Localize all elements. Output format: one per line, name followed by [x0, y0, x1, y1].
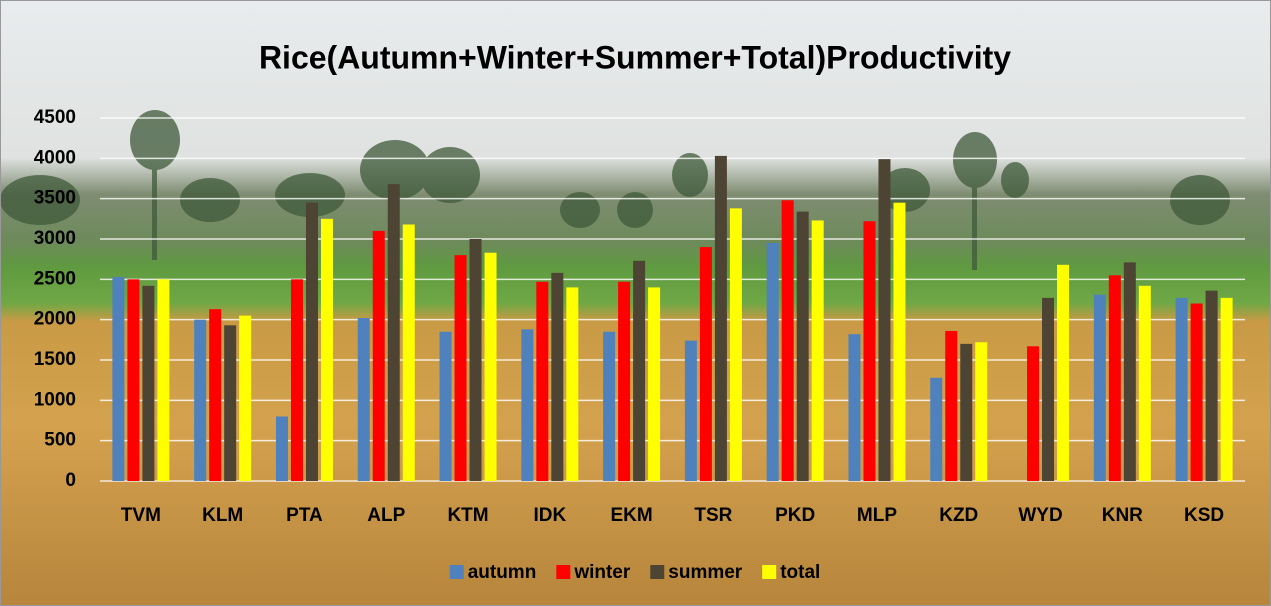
y-tick-label: 1000	[34, 389, 76, 410]
bar	[275, 416, 288, 481]
bar	[1042, 297, 1055, 481]
bar	[469, 239, 482, 481]
y-tick-label: 4000	[34, 147, 76, 168]
bar	[402, 224, 415, 482]
bar	[684, 340, 697, 481]
bar	[127, 279, 140, 481]
bar	[320, 218, 333, 482]
tree-silhouettes	[0, 110, 1230, 270]
x-tick-label: MLP	[857, 505, 897, 526]
bar	[930, 377, 943, 481]
x-tick-label: KTM	[447, 505, 488, 526]
legend-label: autumn	[468, 562, 537, 583]
bar	[603, 331, 616, 481]
bar	[863, 221, 876, 481]
x-tick-label: KLM	[202, 505, 243, 526]
bar	[536, 281, 549, 481]
bar	[1138, 285, 1151, 481]
y-tick-label: 2500	[34, 268, 76, 289]
x-tick-label: TSR	[694, 505, 732, 526]
bar	[960, 343, 973, 481]
bar	[811, 220, 824, 482]
legend-label: winter	[573, 562, 631, 583]
bar	[1175, 297, 1188, 481]
y-tick-label: 0	[65, 470, 76, 491]
legend-swatch	[449, 565, 464, 579]
y-tick-label: 1500	[34, 349, 76, 370]
bar	[521, 329, 534, 481]
bar	[729, 208, 742, 481]
y-tick-label: 3000	[34, 228, 76, 249]
bar	[387, 184, 400, 481]
bar	[796, 211, 809, 481]
bar	[618, 281, 631, 481]
legend-label: total	[780, 562, 820, 583]
bar	[239, 315, 252, 481]
y-tick-label: 3500	[34, 188, 76, 209]
y-tick-label: 2000	[34, 309, 76, 330]
x-tick-label: WYD	[1018, 505, 1062, 526]
bar	[699, 247, 712, 481]
bar	[945, 330, 958, 481]
bar	[484, 252, 497, 481]
legend-label: summer	[668, 562, 743, 583]
bar	[1220, 297, 1233, 481]
bar	[1190, 303, 1203, 481]
x-tick-label: KNR	[1102, 505, 1143, 526]
bar	[551, 272, 564, 481]
bar	[209, 309, 222, 481]
x-tick-label: KZD	[939, 505, 978, 526]
bar	[1123, 262, 1136, 481]
chart-title: Rice(Autumn+Winter+Summer+Total)Producti…	[259, 39, 1011, 75]
bar	[1108, 275, 1121, 481]
legend-swatch	[762, 565, 777, 579]
bar	[893, 202, 906, 481]
bar	[142, 285, 155, 481]
bar	[112, 276, 125, 481]
bar	[848, 334, 861, 481]
bar	[781, 200, 794, 481]
x-tick-label: PTA	[286, 505, 323, 526]
x-tick-label: EKM	[610, 505, 652, 526]
bar	[224, 325, 237, 481]
bar	[290, 279, 303, 481]
x-tick-label: ALP	[367, 505, 405, 526]
bar	[1205, 290, 1218, 481]
legend-swatch	[650, 565, 665, 579]
bar	[194, 319, 207, 481]
bar	[1093, 294, 1106, 481]
x-tick-label: KSD	[1184, 505, 1224, 526]
bar	[1057, 264, 1070, 481]
x-tick-label: IDK	[533, 505, 566, 526]
bar	[566, 287, 579, 481]
bar	[633, 260, 646, 481]
bar	[439, 331, 452, 481]
bar	[648, 287, 661, 481]
bar	[454, 255, 467, 481]
bar	[305, 202, 318, 481]
bar	[1027, 346, 1040, 481]
x-tick-label: TVM	[121, 505, 161, 526]
x-tick-label: PKD	[775, 505, 815, 526]
bar	[372, 230, 385, 481]
legend-swatch	[556, 565, 571, 579]
y-tick-label: 4500	[34, 107, 76, 128]
bar	[766, 243, 779, 481]
bar	[357, 318, 370, 481]
bar	[975, 342, 988, 481]
bar	[157, 279, 170, 481]
bar	[878, 159, 891, 481]
bar	[714, 155, 727, 481]
y-tick-label: 500	[44, 430, 76, 451]
